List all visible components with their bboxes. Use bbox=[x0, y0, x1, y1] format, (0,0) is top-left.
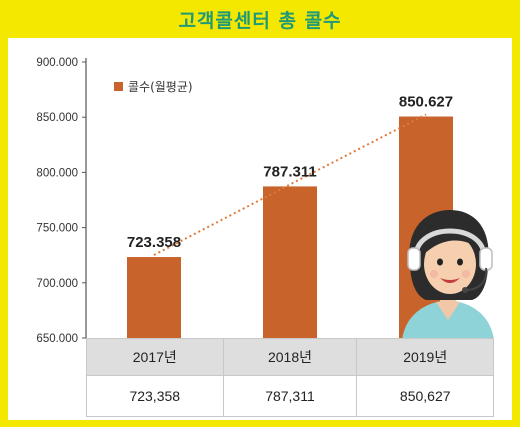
bar bbox=[127, 257, 181, 338]
table-header-2019: 2019년 bbox=[356, 338, 494, 376]
legend-swatch bbox=[114, 82, 123, 91]
table-header-row: 2017년 2018년 2019년 bbox=[86, 338, 494, 376]
value-labels: 723.358 787.311 850.627 bbox=[127, 94, 453, 252]
table-value-row: 723,358 787,311 850,627 bbox=[86, 375, 494, 417]
table-value-2017: 723,358 bbox=[86, 375, 224, 417]
legend-label: 콜수(월평균) bbox=[128, 80, 193, 94]
bar-value-label: 850.627 bbox=[399, 94, 453, 111]
trend-polyline bbox=[153, 113, 427, 256]
call-center-agent-icon bbox=[402, 210, 494, 340]
table-value-2018: 787,311 bbox=[222, 375, 358, 417]
y-tick-label: 700.000 bbox=[36, 278, 78, 290]
data-table: 2017년 2018년 2019년 723,358 787,311 850,62… bbox=[86, 338, 494, 417]
bar-chart: 900.000 850.000 800.000 750.000 700.000 650.0… bbox=[36, 57, 494, 345]
y-tick-label: 800.000 bbox=[36, 167, 78, 179]
y-tick-label: 650.000 bbox=[36, 333, 78, 345]
bars bbox=[127, 116, 453, 339]
table-value-2019: 850,627 bbox=[356, 375, 494, 417]
y-tick-label: 900.000 bbox=[36, 57, 78, 69]
trend-line bbox=[153, 113, 427, 256]
bar bbox=[263, 186, 317, 338]
legend: 콜수(월평균) bbox=[114, 80, 193, 94]
table-header-2017: 2017년 bbox=[86, 338, 224, 376]
bar-value-label: 787.311 bbox=[263, 163, 316, 180]
table-header-2018: 2018년 bbox=[222, 338, 358, 376]
bar-value-label: 723.358 bbox=[127, 234, 181, 251]
y-axis: 900.000 850.000 800.000 750.000 700.000 650.0… bbox=[36, 57, 87, 345]
y-tick-label: 850.000 bbox=[36, 112, 78, 124]
y-tick-label: 750.000 bbox=[36, 223, 78, 235]
chart-panel: 900.000 850.000 800.000 750.000 700.000 650.0… bbox=[8, 38, 512, 420]
chart-title: 고객콜센터 총 콜수 bbox=[178, 9, 342, 32]
title-bar: 고객콜센터 총 콜수 bbox=[0, 0, 520, 38]
